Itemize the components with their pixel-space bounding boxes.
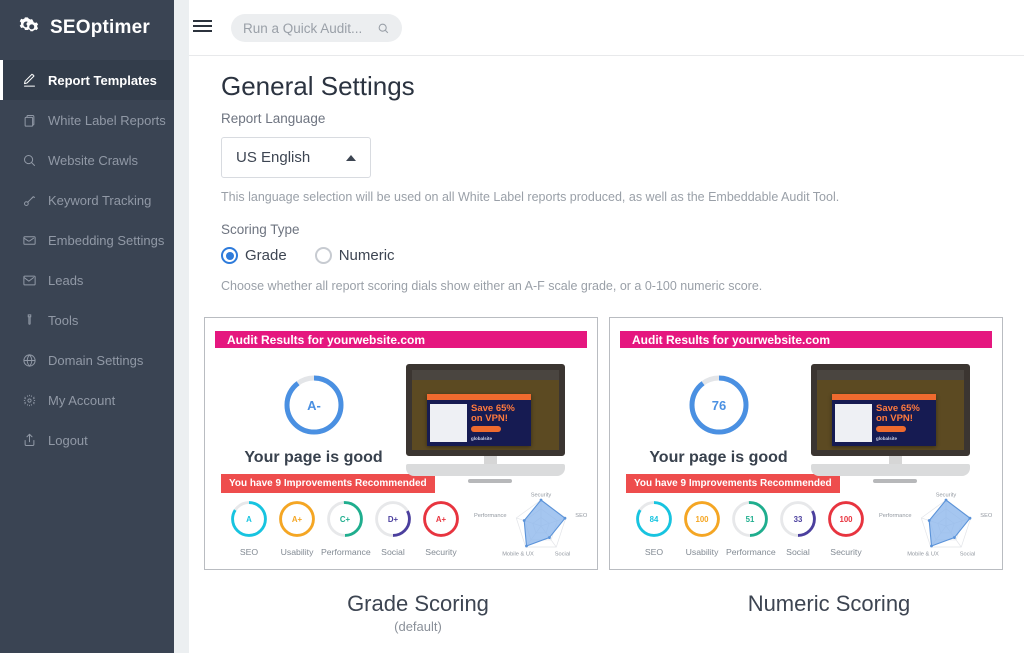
svg-text:51: 51 bbox=[746, 515, 755, 524]
svg-text:84: 84 bbox=[650, 515, 659, 524]
svg-text:Social: Social bbox=[960, 552, 976, 558]
svg-text:Mobile & UX: Mobile & UX bbox=[907, 552, 939, 558]
svg-text:Performance: Performance bbox=[879, 513, 912, 519]
svg-text:Social: Social bbox=[555, 552, 571, 558]
svg-text:33: 33 bbox=[794, 515, 803, 524]
svg-text:A: A bbox=[246, 515, 252, 524]
svg-text:Security: Security bbox=[936, 493, 957, 499]
svg-text:Security: Security bbox=[531, 493, 552, 499]
svg-text:SEO: SEO bbox=[575, 513, 588, 519]
svg-text:100: 100 bbox=[695, 515, 709, 524]
svg-text:Performance: Performance bbox=[474, 513, 507, 519]
svg-text:A+: A+ bbox=[292, 515, 303, 524]
svg-text:SEO: SEO bbox=[980, 513, 993, 519]
svg-text:76: 76 bbox=[711, 398, 725, 413]
svg-text:Mobile & UX: Mobile & UX bbox=[502, 552, 534, 558]
svg-text:A-: A- bbox=[307, 398, 321, 413]
svg-text:100: 100 bbox=[839, 515, 853, 524]
svg-text:A+: A+ bbox=[436, 515, 447, 524]
svg-text:D+: D+ bbox=[388, 515, 399, 524]
svg-text:C+: C+ bbox=[340, 515, 351, 524]
